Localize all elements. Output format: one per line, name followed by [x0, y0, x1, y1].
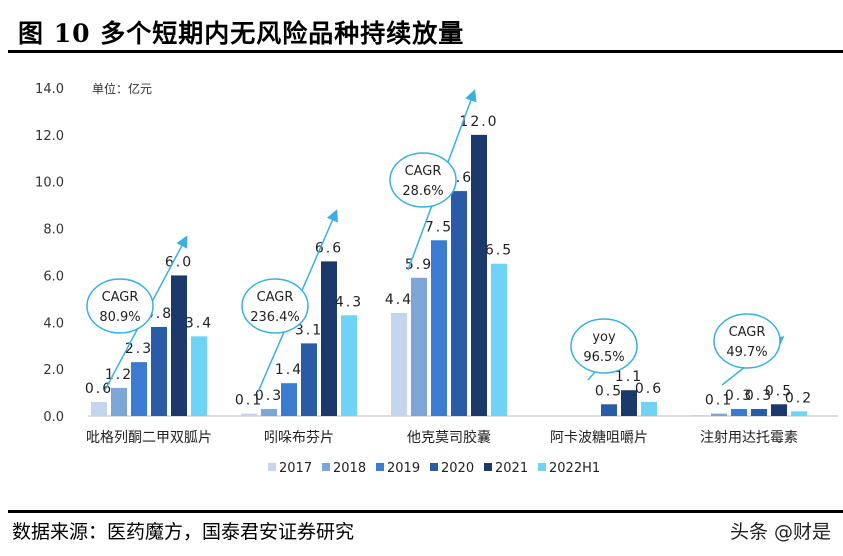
- annotation-value: 28.6%: [402, 184, 443, 199]
- legend-label: 2020: [441, 461, 474, 476]
- x-category-label: 吲哚布芬片: [264, 430, 334, 446]
- legend-label: 2018: [333, 461, 366, 476]
- y-tick-label: 2.0: [43, 363, 64, 378]
- y-tick-label: 0.0: [43, 410, 64, 425]
- bar-2020: [451, 191, 467, 416]
- annotation-circle: [86, 278, 154, 334]
- annotation-value: 49.7%: [726, 345, 767, 360]
- legend-swatch-2022H1: [538, 463, 546, 471]
- legend-swatch-2018: [322, 463, 330, 471]
- bar-2017: [691, 415, 707, 416]
- data-label: 6.6: [315, 240, 343, 256]
- data-label: 0.5: [765, 383, 793, 399]
- bar-2019: [731, 408, 747, 416]
- data-label: 1.2: [105, 367, 133, 383]
- bar-2017: [241, 413, 257, 416]
- figure-title: 图 10 多个短期内无风险品种持续放量: [18, 19, 465, 48]
- bar-2019: [131, 362, 147, 416]
- unit-label: 单位：亿元: [92, 81, 152, 96]
- bar-2020: [151, 326, 167, 416]
- annotation-circle: [389, 152, 457, 208]
- data-label: 0.6: [85, 381, 113, 397]
- legend-label: 2017: [279, 461, 312, 476]
- annotation-label: yoy: [592, 330, 616, 345]
- data-label: 0.1: [235, 393, 263, 409]
- annotation-circle: [241, 278, 309, 334]
- annotation-circle: [570, 318, 638, 374]
- annotation-label: CAGR: [257, 290, 294, 305]
- bar-2018: [111, 387, 127, 416]
- bar-2022H1: [791, 411, 807, 416]
- bar-2022H1: [341, 315, 357, 416]
- y-tick-label: 8.0: [43, 223, 64, 238]
- bar-2021: [321, 261, 337, 416]
- data-label: 2.3: [125, 341, 153, 357]
- legend-swatch-2020: [430, 463, 438, 471]
- data-label: 7.5: [425, 219, 453, 235]
- annotation-label: CAGR: [729, 325, 766, 340]
- y-tick-label: 4.0: [43, 316, 64, 331]
- bar-2022H1: [191, 336, 207, 416]
- data-label: 1.1: [615, 369, 643, 385]
- y-tick-label: 12.0: [35, 129, 64, 144]
- source-note: 数据来源：医药魔方，国泰君安证券研究: [12, 521, 355, 543]
- bar-2020: [301, 343, 317, 416]
- annotation-value: 80.9%: [99, 310, 140, 325]
- legend-swatch-2017: [268, 463, 276, 471]
- bar-2020: [601, 404, 617, 416]
- bar-2017: [91, 401, 107, 416]
- bar-2019: [431, 240, 447, 416]
- data-label: 3.1: [295, 322, 323, 338]
- data-label: 0.3: [745, 388, 773, 404]
- data-label: 0.5: [595, 383, 623, 399]
- y-tick-label: 14.0: [35, 82, 64, 97]
- x-category-label: 阿卡波糖咀嚼片: [550, 430, 648, 446]
- watermark: 头条 @财是: [729, 521, 831, 543]
- bar-2018: [261, 408, 277, 416]
- legend-label: 2022H1: [549, 461, 600, 476]
- data-label: 6.5: [485, 243, 513, 259]
- bar-2021: [621, 390, 637, 416]
- annotation-label: CAGR: [102, 290, 139, 305]
- bar-2022H1: [491, 263, 507, 416]
- annotation-value: 96.5%: [583, 350, 624, 365]
- data-label: 0.3: [725, 388, 753, 404]
- bar-2021: [771, 404, 787, 416]
- annotation-value: 236.4%: [250, 310, 300, 325]
- bar-2019: [281, 383, 297, 416]
- data-label: 4.3: [335, 294, 363, 310]
- x-category-label: 注射用达托霉素: [700, 430, 798, 446]
- bar-2022H1: [641, 401, 657, 416]
- data-label: 12.0: [459, 114, 498, 130]
- bar-2020: [751, 408, 767, 416]
- bar-2018: [411, 277, 427, 416]
- data-label: 0.2: [785, 390, 813, 406]
- legend-label: 2019: [387, 461, 420, 476]
- bar-2021: [171, 275, 187, 416]
- bar-2017: [391, 312, 407, 416]
- x-category-label: 吡格列酮二甲双胍片: [86, 430, 212, 446]
- data-label: 3.4: [185, 315, 213, 331]
- data-label: 6.0: [165, 254, 193, 270]
- x-category-label: 他克莫司胶囊: [407, 429, 491, 446]
- top-rule: [8, 50, 843, 53]
- y-tick-label: 10.0: [35, 176, 64, 191]
- bar-2018: [711, 413, 727, 416]
- y-tick-label: 6.0: [43, 269, 64, 284]
- data-label: 4.4: [385, 292, 413, 308]
- data-label: 0.3: [255, 388, 283, 404]
- bottom-rule: [8, 510, 843, 513]
- data-label: 5.9: [405, 257, 433, 273]
- annotation-circle: [713, 313, 781, 369]
- legend-swatch-2021: [484, 463, 492, 471]
- legend-swatch-2019: [376, 463, 384, 471]
- data-label: 0.1: [705, 393, 733, 409]
- legend-label: 2021: [495, 461, 528, 476]
- data-label: 0.6: [635, 381, 663, 397]
- annotation-label: CAGR: [405, 164, 442, 179]
- bar-2021: [471, 134, 487, 416]
- data-label: 1.4: [275, 362, 303, 378]
